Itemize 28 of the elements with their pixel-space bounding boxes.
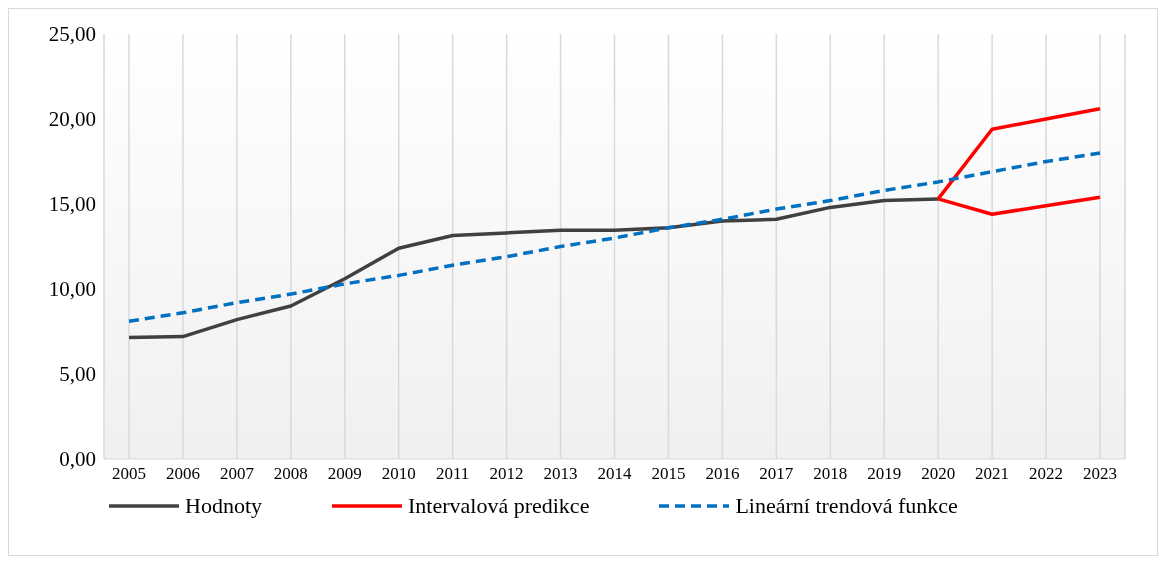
x-tick-label: 2006 (165, 464, 200, 484)
y-tick-label: 5,00 (59, 362, 96, 387)
y-tick-label: 25,00 (48, 22, 96, 47)
legend-label: Hodnoty (185, 493, 262, 519)
x-tick-label: 2023 (1083, 464, 1117, 484)
x-tick-label: 2009 (327, 464, 362, 484)
legend-label: Lineární trendová funkce (735, 493, 958, 519)
x-tick-label: 2010 (381, 464, 416, 484)
x-tick-label: 2018 (813, 464, 848, 484)
x-tick-label: 2021 (975, 464, 1010, 484)
y-tick-label: 0,00 (59, 447, 96, 472)
x-tick-label: 2011 (435, 464, 470, 484)
y-tick-label: 15,00 (48, 192, 96, 217)
x-tick-label: 2017 (759, 464, 794, 484)
x-tick-label: 2020 (921, 464, 956, 484)
y-tick-label: 20,00 (48, 107, 96, 132)
x-tick-label: 2015 (651, 464, 686, 484)
x-tick-label: 2019 (867, 464, 902, 484)
x-tick-label: 2007 (219, 464, 255, 484)
y-tick-label: 10,00 (48, 277, 96, 302)
x-tick-label: 2013 (543, 464, 578, 484)
legend-label: Intervalová predikce (408, 493, 590, 519)
x-tick-label: 2014 (597, 464, 632, 484)
x-tick-label: 2016 (705, 464, 740, 484)
x-tick-label: 2005 (112, 464, 146, 484)
x-tick-label: 2012 (489, 464, 524, 484)
x-tick-label: 2022 (1029, 464, 1064, 484)
x-tick-label: 2008 (273, 464, 308, 484)
